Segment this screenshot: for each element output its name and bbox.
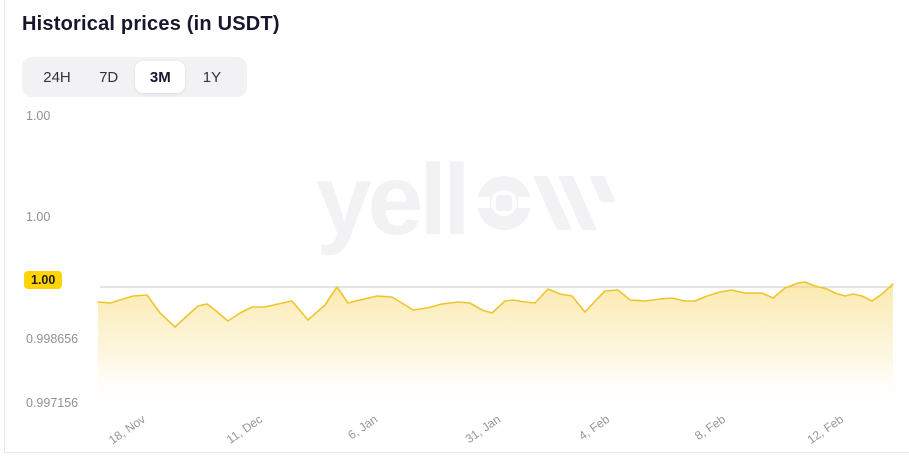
y-axis-tick-label: 0.998656 [26, 332, 79, 346]
tab-1y[interactable]: 1Y [187, 61, 237, 93]
time-range-tabs: 24H 7D 3M 1Y [22, 57, 247, 97]
price-area-fill [98, 282, 893, 412]
tab-24h[interactable]: 24H [32, 61, 82, 93]
card-bottom-border [4, 452, 909, 453]
card-left-border [4, 0, 5, 453]
price-line [97, 281, 894, 328]
tab-7d[interactable]: 7D [84, 61, 134, 93]
y-axis-tick-label: 1.00 [26, 210, 51, 224]
tab-3m[interactable]: 3M [135, 61, 186, 93]
y-axis-tick-label: 0.997156 [26, 396, 79, 410]
yellow-o-icon [474, 176, 533, 230]
watermark-text: yell [316, 144, 471, 256]
yellow-logo-watermark: yell [316, 150, 617, 260]
page-title: Historical prices (in USDT) [22, 13, 280, 35]
y-axis-tick-label: 1.00 [26, 109, 51, 123]
current-price-badge: 1.00 [24, 271, 63, 289]
